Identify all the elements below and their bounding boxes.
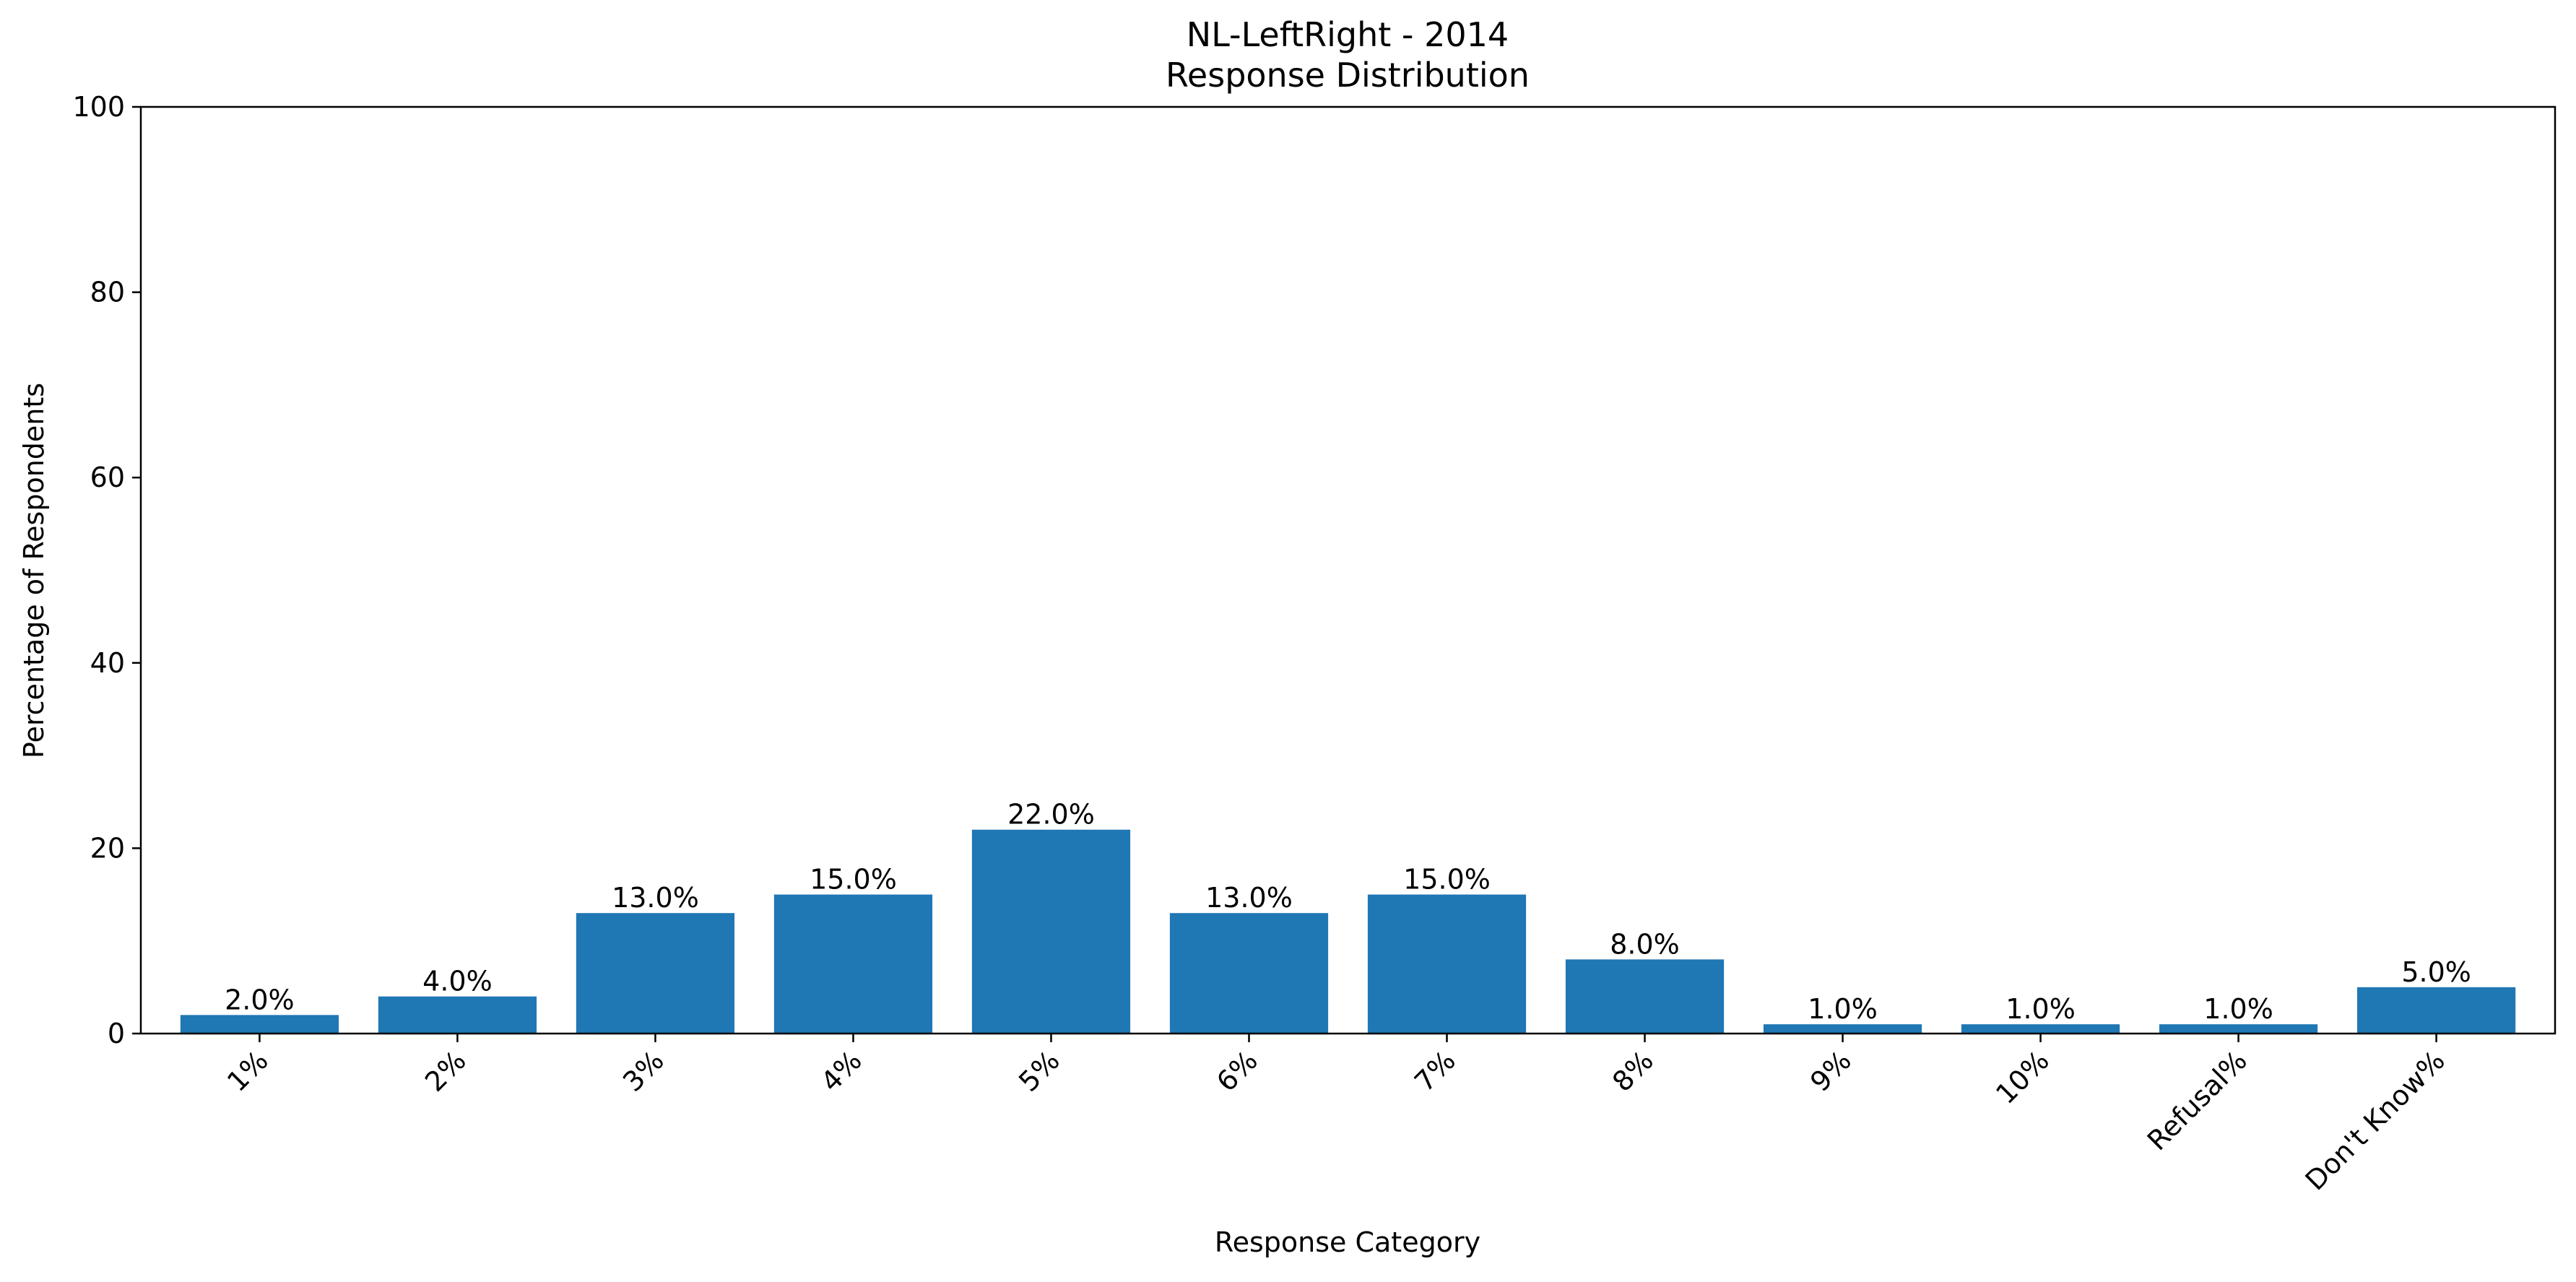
data-label: 1.0%	[2203, 993, 2273, 1025]
bar	[576, 913, 735, 1034]
bar	[1169, 913, 1329, 1034]
x-tick-label: 10%	[1990, 1044, 2055, 1110]
bar	[2356, 987, 2516, 1034]
bar	[1367, 894, 1527, 1034]
y-tick-label: 100	[72, 91, 125, 123]
y-tick-label: 80	[90, 277, 125, 308]
x-tick-label: 5%	[1012, 1044, 1066, 1098]
bar	[378, 996, 537, 1034]
bar	[1565, 959, 1725, 1034]
data-label: 1.0%	[1808, 993, 1878, 1025]
x-tick-label: 9%	[1804, 1044, 1857, 1098]
data-label: 2.0%	[225, 984, 295, 1015]
x-tick-label: 8%	[1606, 1044, 1660, 1098]
data-label: 15.0%	[1403, 864, 1491, 896]
bar	[180, 1015, 339, 1034]
y-tick-label: 60	[90, 462, 125, 493]
x-tick-label: Refusal%	[2141, 1044, 2253, 1156]
data-label: 1.0%	[2005, 993, 2076, 1025]
data-label: 22.0%	[1007, 799, 1095, 831]
bar	[2159, 1024, 2318, 1034]
plot-area: 2.0% 4.0% 13.0% 15.0% 22.0% 13.0% 15.0% 8.0% 1.0…	[72, 91, 2557, 1197]
bar	[1961, 1024, 2120, 1034]
bar	[1763, 1024, 1922, 1034]
data-label: 4.0%	[422, 966, 493, 997]
bar	[971, 829, 1131, 1034]
x-tick-label: 1%	[221, 1044, 274, 1098]
chart-subtitle: Response Distribution	[1166, 56, 1530, 95]
x-tick-label: 3%	[617, 1044, 670, 1098]
x-tick-label: 6%	[1210, 1044, 1264, 1098]
y-tick-label: 40	[90, 647, 125, 679]
x-tick-label: 2%	[419, 1044, 472, 1098]
bar	[773, 894, 933, 1034]
y-tick-label: 0	[108, 1018, 125, 1049]
y-axis-label: Percentage of Respondents	[18, 383, 50, 758]
chart-title: NL-LeftRight - 2014	[1187, 15, 1509, 54]
plot-frame	[139, 105, 2557, 1035]
y-tick-label: 20	[90, 832, 125, 864]
data-label: 15.0%	[810, 864, 897, 896]
x-axis-label: Response Category	[1215, 1226, 1480, 1258]
data-label: 13.0%	[612, 882, 699, 914]
data-label: 13.0%	[1205, 882, 1293, 914]
data-label: 5.0%	[2401, 956, 2471, 988]
x-tick-label: 7%	[1408, 1044, 1462, 1098]
x-tick-label: Don't Know%	[2299, 1044, 2451, 1196]
x-tick-label: 4%	[815, 1044, 868, 1098]
data-label: 8.0%	[1610, 928, 1680, 960]
